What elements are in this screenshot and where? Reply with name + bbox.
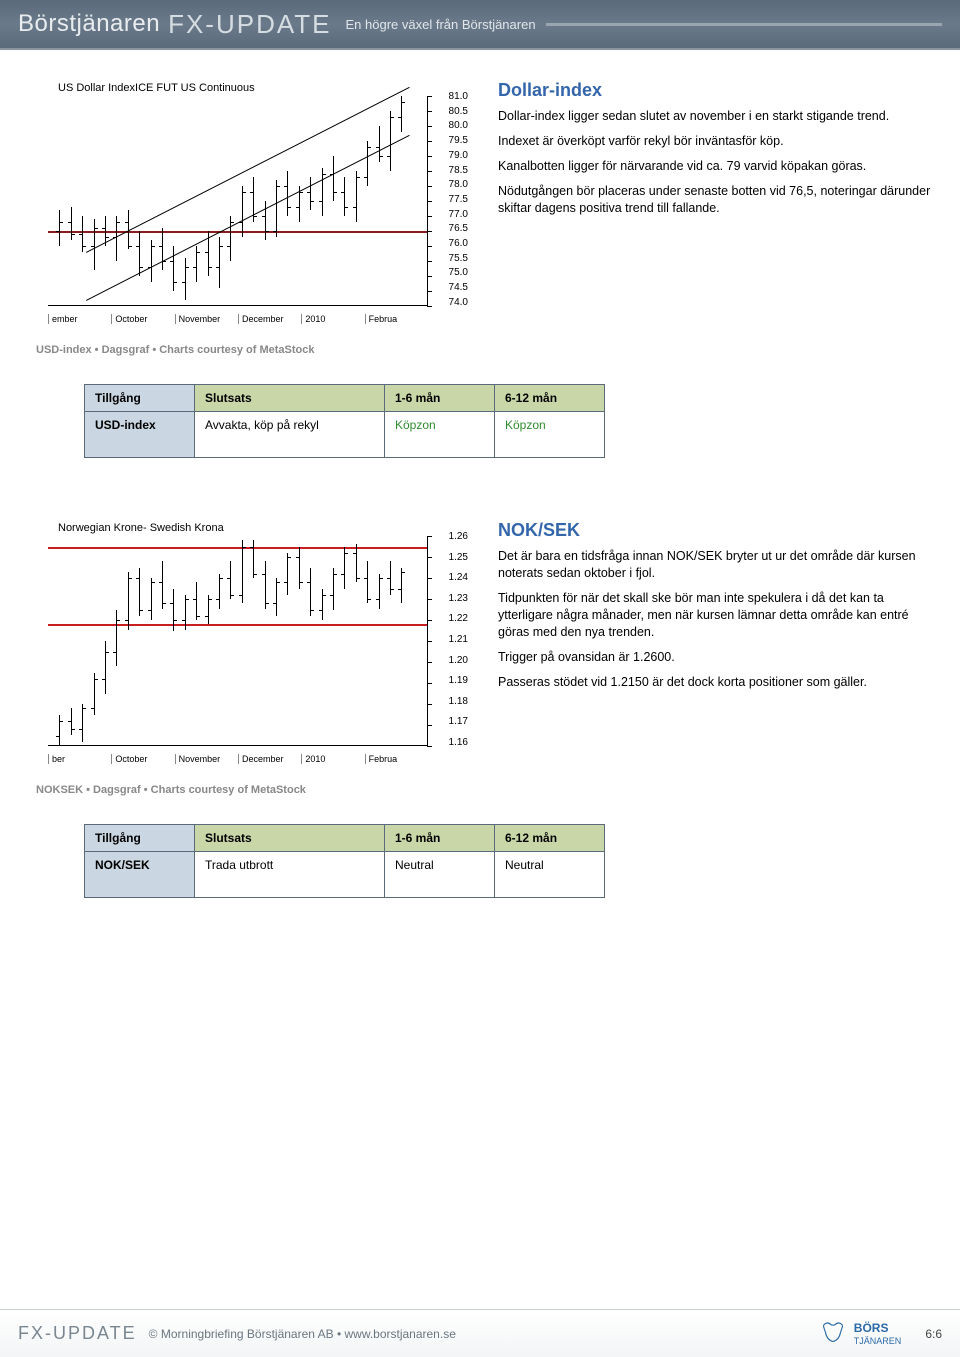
th-1-6m: 1-6 mån [385, 385, 495, 412]
td-1-6m: Köpzon [385, 412, 495, 458]
bull-icon [818, 1319, 848, 1349]
chart-y-axis: 1.261.251.241.231.221.211.201.191.181.17… [449, 532, 468, 748]
analysis-text: Dollar-index Dollar-index ligger sedan s… [498, 78, 942, 366]
th-asset: Tillgång [85, 385, 195, 412]
th-conclusion: Slutsats [195, 825, 385, 852]
chart-plot-area [48, 536, 428, 746]
header-divider [546, 23, 942, 26]
chart-caption: USD-index • Dagsgraf • Charts courtesy o… [36, 344, 478, 356]
th-6-12m: 6-12 mån [495, 385, 605, 412]
chart-title: US Dollar IndexICE FUT US Continuous [58, 82, 255, 94]
analysis-p4: Passeras stödet vid 1.2150 är det dock k… [498, 674, 942, 691]
chart-usd-index: US Dollar IndexICE FUT US Continuous 81.… [18, 78, 478, 338]
page-number: 6:6 [925, 1327, 942, 1341]
analysis-heading: NOK/SEK [498, 518, 942, 542]
analysis-p2: Indexet är överköpt varför rekyl bör inv… [498, 133, 942, 150]
analysis-p3: Trigger på ovansidan är 1.2600. [498, 649, 942, 666]
th-conclusion: Slutsats [195, 385, 385, 412]
header-brand: Börstjänaren [18, 10, 160, 38]
analysis-text: NOK/SEK Det är bara en tidsfråga innan N… [498, 518, 942, 806]
td-asset: USD-index [85, 412, 195, 458]
page-footer: FX-UPDATE © Morningbriefing Börstjänaren… [0, 1309, 960, 1357]
footer-logo: BÖRSTJÄNAREN [818, 1319, 902, 1349]
footer-copyright: © Morningbriefing Börstjänaren AB • www.… [149, 1327, 456, 1341]
td-conclusion: Trada utbrott [195, 852, 385, 898]
header-tagline: En högre växel från Börstjänaren [346, 17, 536, 32]
th-6-12m: 6-12 mån [495, 825, 605, 852]
table-row: USD-index Avvakta, köp på rekyl Köpzon K… [85, 412, 605, 458]
analysis-heading: Dollar-index [498, 78, 942, 102]
page-header: Börstjänaren FX-UPDATE En högre växel fr… [0, 0, 960, 50]
analysis-p3: Kanalbotten ligger för närvarande vid ca… [498, 158, 942, 175]
td-1-6m: Neutral [385, 852, 495, 898]
table-row: NOK/SEK Trada utbrott Neutral Neutral [85, 852, 605, 898]
analysis-p1: Dollar-index ligger sedan slutet av nove… [498, 108, 942, 125]
section-dollar-index: US Dollar IndexICE FUT US Continuous 81.… [0, 50, 960, 372]
signal-table-noksek: Tillgång Slutsats 1-6 mån 6-12 mån NOK/S… [84, 824, 605, 898]
analysis-p4: Nödutgången bör placeras under senaste b… [498, 183, 942, 217]
chart-caption: NOKSEK • Dagsgraf • Charts courtesy of M… [36, 784, 478, 796]
chart-title: Norwegian Krone- Swedish Krona [58, 522, 224, 534]
signal-table-usd: Tillgång Slutsats 1-6 mån 6-12 mån USD-i… [84, 384, 605, 458]
chart-plot-area [48, 96, 428, 306]
th-1-6m: 1-6 mån [385, 825, 495, 852]
td-conclusion: Avvakta, köp på rekyl [195, 412, 385, 458]
analysis-p2: Tidpunkten för när det skall ske bör man… [498, 590, 942, 641]
td-6-12m: Köpzon [495, 412, 605, 458]
td-6-12m: Neutral [495, 852, 605, 898]
chart-x-axis: berOctoberNovemberDecember2010Februa [48, 754, 428, 764]
section-nok-sek: Norwegian Krone- Swedish Krona 1.261.251… [0, 458, 960, 812]
chart-y-axis: 81.080.580.079.579.078.578.077.577.076.5… [449, 92, 468, 308]
analysis-p1: Det är bara en tidsfråga innan NOK/SEK b… [498, 548, 942, 582]
header-product: FX-UPDATE [168, 9, 331, 40]
chart-x-axis: emberOctoberNovemberDecember2010Februa [48, 314, 428, 324]
footer-label: FX-UPDATE [18, 1323, 137, 1344]
chart-nok-sek: Norwegian Krone- Swedish Krona 1.261.251… [18, 518, 478, 778]
th-asset: Tillgång [85, 825, 195, 852]
td-asset: NOK/SEK [85, 852, 195, 898]
